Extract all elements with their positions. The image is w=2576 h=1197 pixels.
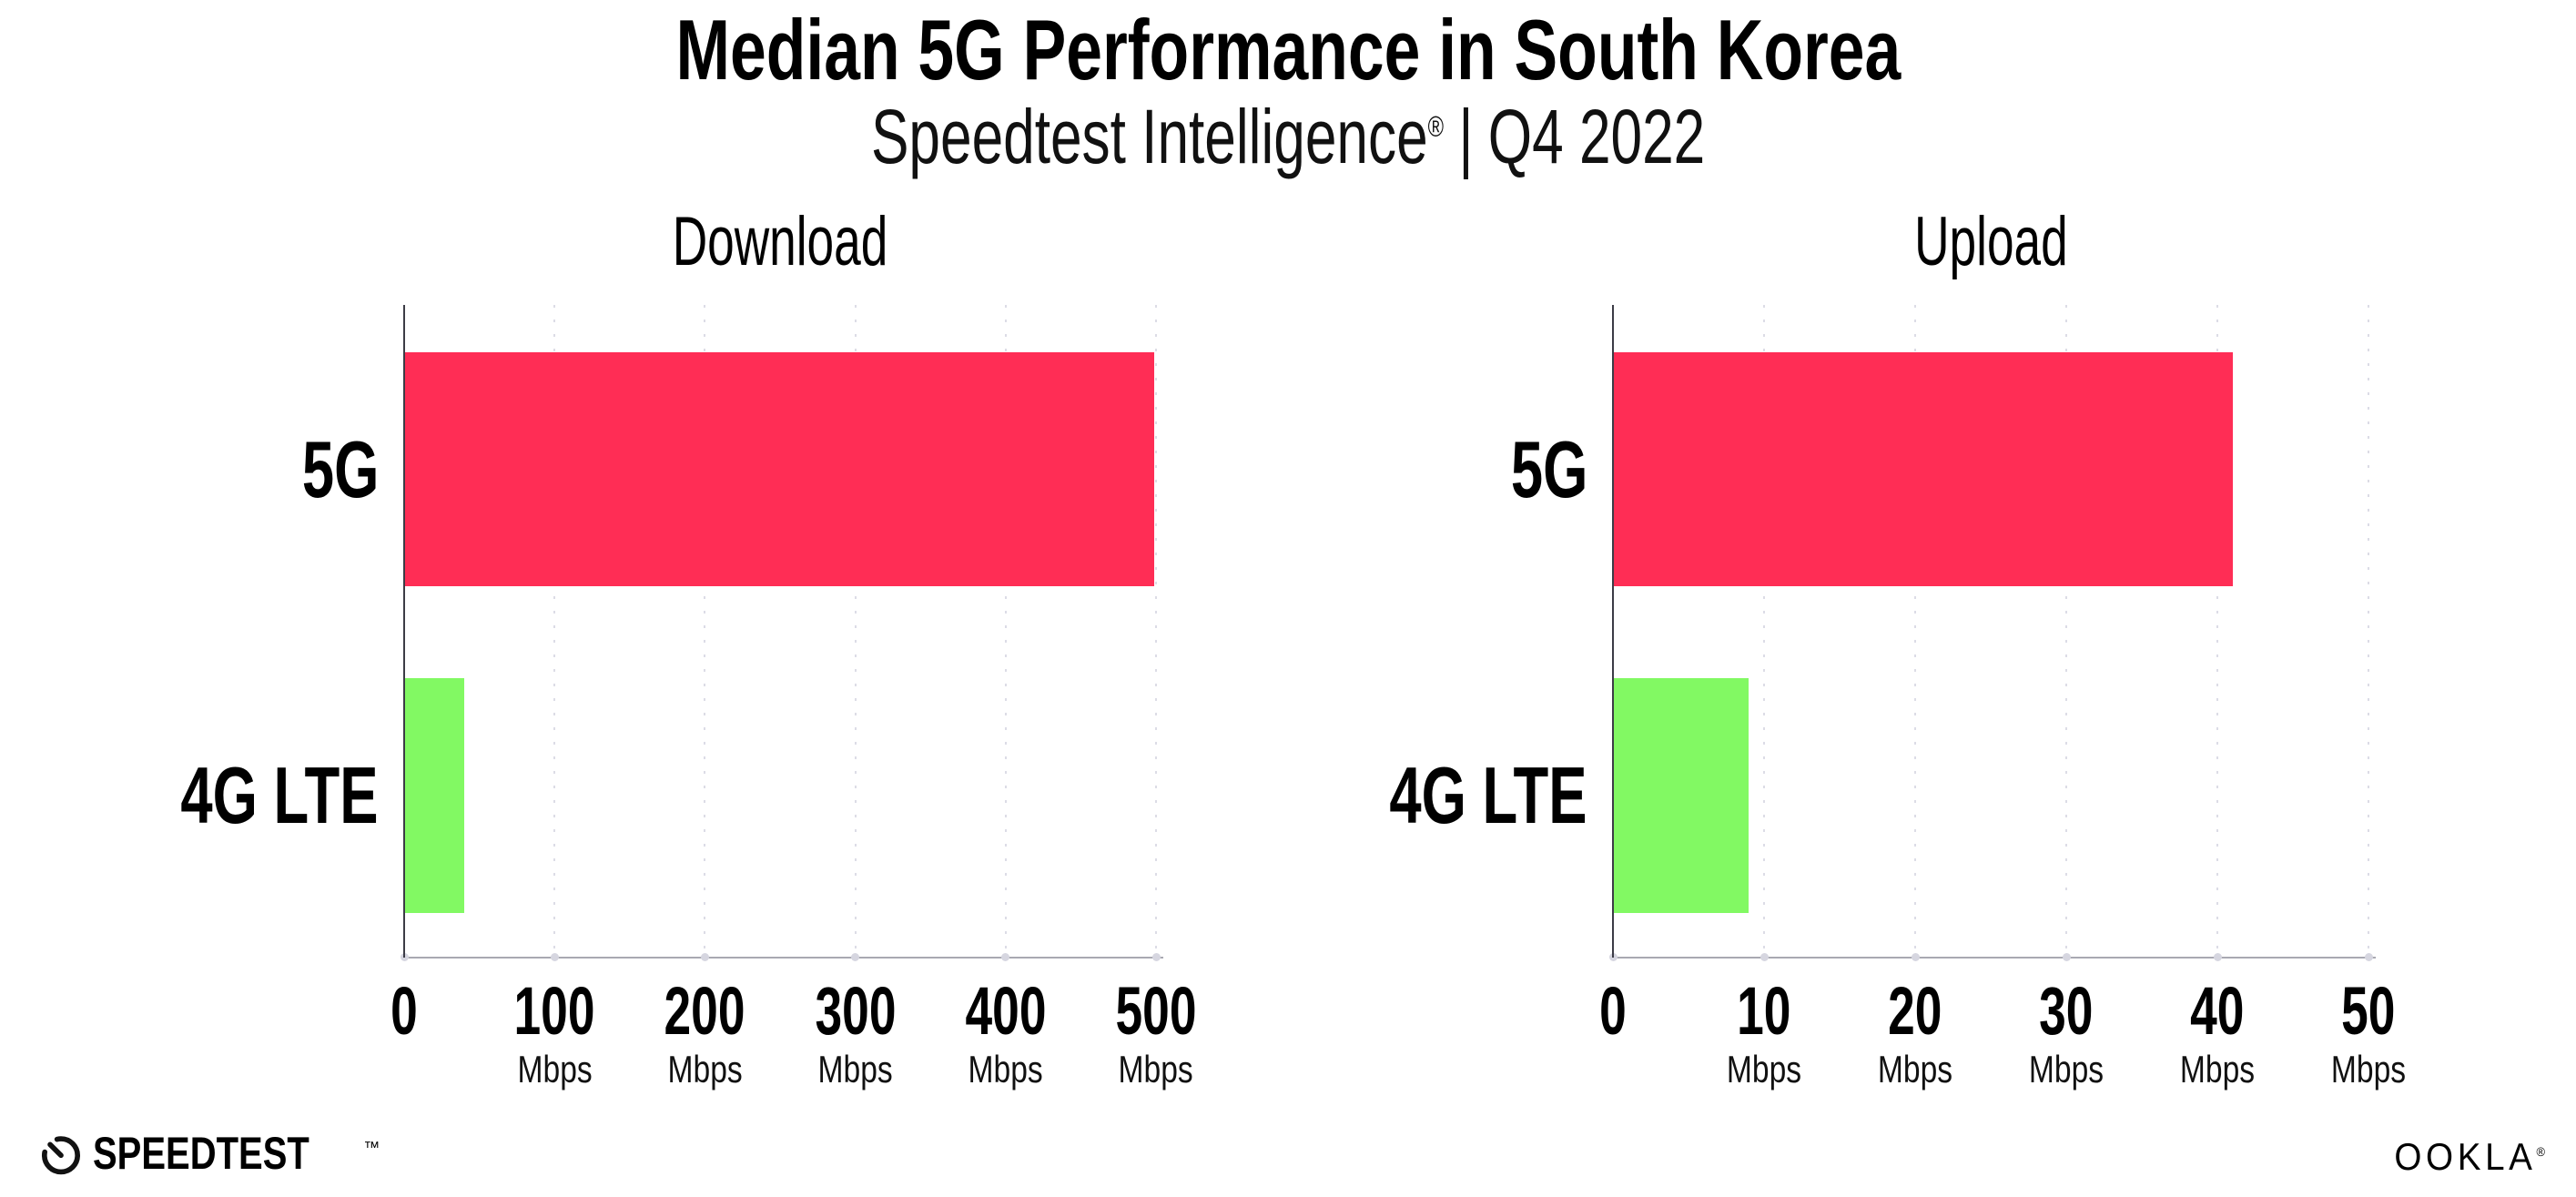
bar-5g-upload: [1613, 352, 2233, 586]
x-axis-line: [404, 957, 1163, 959]
gridline: [854, 305, 857, 958]
speedtest-wordmark: SPEEDTEST ™: [93, 1128, 380, 1179]
axis-tick-dot: [1151, 953, 1161, 961]
subtitle-period: Q4 2022: [1487, 94, 1706, 179]
gridline: [2216, 305, 2218, 958]
x-axis-line: [1613, 957, 2376, 959]
page-title: Median 5G Performance in South Korea: [675, 2, 1901, 97]
x-tick-300: 300 Mbps: [815, 973, 897, 1090]
upload-chart-plot: Upload 5G 4G LTE 0 10 Mbps 20 Mbps 30 Mbps …: [1390, 208, 2406, 1089]
axis-tick-dot: [1911, 953, 1920, 961]
registered-mark: ®: [1427, 110, 1444, 143]
bar-4g-lte-upload: [1613, 678, 1749, 913]
x-tick-20: 20 Mbps: [1877, 973, 1953, 1090]
axis-tick-dot: [2213, 953, 2222, 961]
x-tick-100: 100 Mbps: [513, 973, 595, 1090]
trademark-mark: ™: [363, 1138, 380, 1157]
tick-unit-label: Mbps: [667, 1048, 743, 1090]
gridline: [1004, 305, 1007, 958]
speedtest-gauge-icon: [41, 1136, 81, 1175]
bar-4g-lte-download: [404, 678, 465, 913]
download-chart-plot: Download 5G 4G LTE 0 100 Mbps 200 Mbps 300…: [181, 208, 1197, 1089]
tick-unit-label: Mbps: [1118, 1048, 1194, 1090]
tick-unit-label: Mbps: [517, 1048, 593, 1090]
x-tick-500: 500 Mbps: [1115, 973, 1197, 1090]
gridline: [1914, 305, 1916, 958]
page-subtitle: Speedtest Intelligence® | Q4 2022: [0, 98, 2576, 175]
speedtest-logo: SPEEDTEST ™: [40, 1131, 380, 1176]
axis-tick-dot: [2062, 953, 2071, 961]
axis-tick-dot: [2364, 953, 2373, 961]
x-tick-200: 200 Mbps: [664, 973, 745, 1090]
x-tick-30: 30 Mbps: [2028, 973, 2104, 1090]
y-axis-line: [403, 305, 405, 958]
tick-unit-label: Mbps: [1877, 1048, 1953, 1090]
gridline: [553, 305, 556, 958]
category-label-5g: 5G: [301, 423, 379, 514]
category-label-4g-lte: 4G LTE: [180, 750, 379, 840]
gridline: [1155, 305, 1157, 958]
y-axis-line: [1612, 305, 1614, 958]
tick-unit-label: Mbps: [2028, 1048, 2104, 1090]
tick-unit-label: Mbps: [2179, 1048, 2256, 1090]
x-tick-50: 50 Mbps: [2330, 973, 2407, 1090]
gridline: [1763, 305, 1765, 958]
subtitle-brand: Speedtest Intelligence: [870, 94, 1428, 179]
subtitle-separator: |: [1458, 94, 1474, 179]
tick-unit-label: Mbps: [968, 1048, 1043, 1090]
axis-tick-dot: [1760, 953, 1769, 961]
x-tick-0: 0: [390, 973, 418, 1049]
x-tick-400: 400 Mbps: [965, 973, 1047, 1090]
download-chart-title: Download: [672, 203, 888, 280]
gridline: [2368, 305, 2369, 958]
category-label-5g: 5G: [1510, 423, 1587, 514]
x-tick-0: 0: [1599, 973, 1627, 1049]
category-label-4g-lte: 4G LTE: [1389, 750, 1587, 840]
tick-unit-label: Mbps: [1726, 1048, 1802, 1090]
axis-tick-dot: [550, 953, 559, 961]
ookla-logo: OOKLA®: [2381, 1138, 2545, 1176]
header: Median 5G Performance in South Korea Spe…: [0, 0, 2576, 176]
tick-unit-label: Mbps: [2330, 1048, 2407, 1090]
x-tick-40: 40 Mbps: [2179, 973, 2256, 1090]
gridline: [704, 305, 706, 958]
axis-tick-dot: [851, 953, 860, 961]
registered-mark: ®: [2536, 1144, 2545, 1159]
bar-5g-download: [404, 352, 1155, 586]
gridline: [2065, 305, 2067, 958]
x-tick-10: 10 Mbps: [1726, 973, 1802, 1090]
ookla-wordmark: OOKLA: [2394, 1135, 2537, 1178]
axis-tick-dot: [1001, 953, 1010, 961]
upload-chart-title: Upload: [1913, 203, 2068, 280]
axis-tick-dot: [700, 953, 709, 961]
tick-unit-label: Mbps: [817, 1048, 893, 1090]
